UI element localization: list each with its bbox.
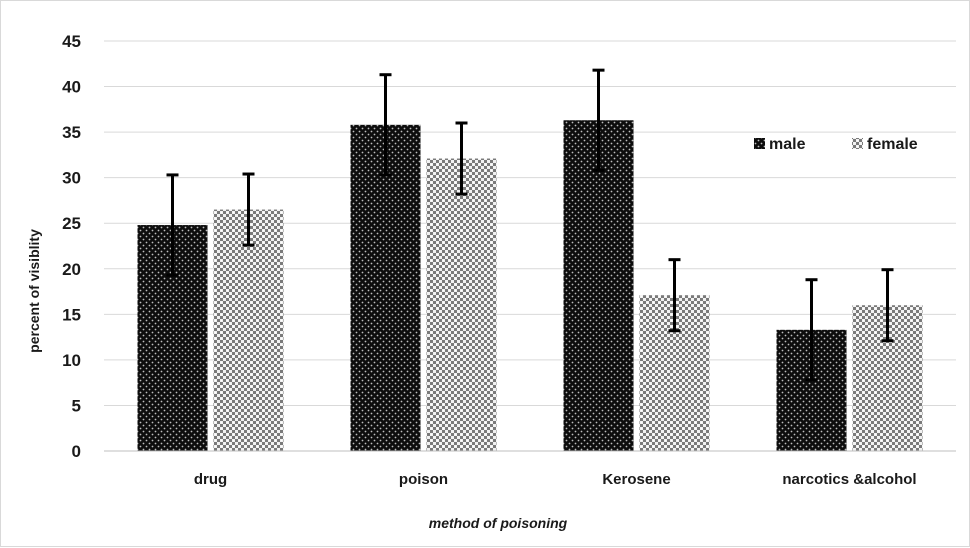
y-tick-label: 5	[72, 396, 81, 415]
x-axis-title: method of poisoning	[429, 515, 568, 531]
legend-label-female: female	[867, 136, 918, 153]
y-axis-title: percent of visiblity	[26, 229, 42, 353]
legend-swatch-female	[852, 138, 863, 149]
y-tick-label: 25	[62, 214, 81, 233]
x-axis-categories: drug poison Kerosene narcotics &alcohol	[194, 471, 917, 488]
bar-female	[426, 158, 497, 452]
bar-male	[563, 120, 634, 452]
y-tick-label: 40	[62, 78, 81, 97]
bars	[137, 120, 923, 452]
error-bars	[166, 68, 894, 382]
x-category-label: Kerosene	[602, 471, 670, 488]
x-category-label: poison	[399, 471, 448, 488]
y-tick-label: 20	[62, 260, 81, 279]
y-tick-label: 10	[62, 351, 81, 370]
y-tick-label: 35	[62, 123, 81, 142]
y-tick-label: 15	[62, 305, 81, 324]
y-tick-label: 30	[62, 169, 81, 188]
legend-swatch-male	[754, 138, 765, 149]
x-category-label: drug	[194, 471, 227, 488]
legend-label-male: male	[769, 136, 806, 153]
bar-female	[213, 209, 284, 451]
y-tick-label: 0	[72, 442, 81, 461]
x-category-label: narcotics &alcohol	[782, 471, 916, 488]
bar-male	[350, 124, 421, 452]
y-tick-label: 45	[62, 32, 81, 51]
legend: male female	[754, 136, 918, 153]
y-axis-ticks: 0 5 10 15 20 25 30 35 40 45	[62, 32, 81, 461]
